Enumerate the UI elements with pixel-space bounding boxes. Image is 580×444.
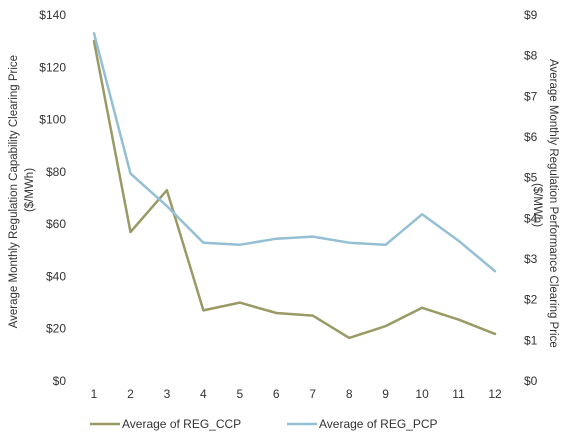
x-tick-label: 6: [273, 387, 280, 401]
right-axis-title-line1: Average Monthly Regulation Performance C…: [547, 59, 559, 348]
right-axis-ticks: $0 $1 $2 $3 $4 $5 $6 $7 $8 $9: [524, 8, 538, 388]
legend-label-reg-pcp: Average of REG_PCP: [319, 417, 438, 431]
x-tick-label: 12: [488, 387, 502, 401]
x-tick-label: 4: [200, 387, 207, 401]
x-tick-label: 10: [415, 387, 429, 401]
left-tick-label: $40: [46, 269, 66, 283]
right-tick-label: $7: [524, 89, 538, 103]
series-layer: [92, 32, 497, 340]
right-tick-label: $2: [524, 293, 538, 307]
x-axis-ticks: 1 2 3 4 5 6 7 8 9 10 11 12: [91, 387, 502, 401]
left-tick-label: $60: [46, 217, 66, 231]
right-tick-label: $0: [524, 374, 538, 388]
left-tick-label: $20: [46, 322, 66, 336]
legend: Average of REG_CCP Average of REG_PCP: [90, 417, 438, 431]
left-axis-title: Average Monthly Regulation Capability Cl…: [8, 52, 36, 329]
left-axis-title-line2: ($/MWh): [24, 168, 36, 212]
x-tick-label: 9: [382, 387, 389, 401]
left-axis-ticks: $0 $20 $40 $60 $80 $100 $120 $140: [39, 8, 66, 388]
x-tick-label: 7: [309, 387, 316, 401]
legend-label-reg-ccp: Average of REG_CCP: [122, 417, 241, 431]
series-line-reg-pcp: [92, 32, 497, 273]
right-tick-label: $5: [524, 171, 538, 185]
right-tick-label: $3: [524, 252, 538, 266]
left-tick-label: $80: [46, 165, 66, 179]
right-axis-title-line2: ($/MWh): [531, 183, 543, 227]
right-tick-label: $9: [524, 8, 538, 22]
right-tick-label: $1: [524, 333, 538, 347]
series-line-reg-ccp: [92, 39, 497, 340]
x-tick-label: 3: [164, 387, 171, 401]
right-tick-label: $4: [524, 211, 538, 225]
x-tick-label: 11: [452, 387, 465, 401]
x-tick-label: 1: [91, 387, 98, 401]
right-tick-label: $8: [524, 49, 538, 63]
x-tick-label: 2: [127, 387, 134, 401]
left-tick-label: $0: [53, 374, 67, 388]
left-tick-label: $100: [39, 113, 66, 127]
right-axis-title: Average Monthly Regulation Performance C…: [531, 59, 559, 351]
x-tick-label: 5: [236, 387, 243, 401]
x-tick-label: 8: [346, 387, 353, 401]
left-tick-label: $140: [39, 8, 66, 22]
left-tick-label: $120: [39, 60, 66, 74]
left-axis-title-line1: Average Monthly Regulation Capability Cl…: [8, 55, 20, 328]
right-tick-label: $6: [524, 130, 538, 144]
